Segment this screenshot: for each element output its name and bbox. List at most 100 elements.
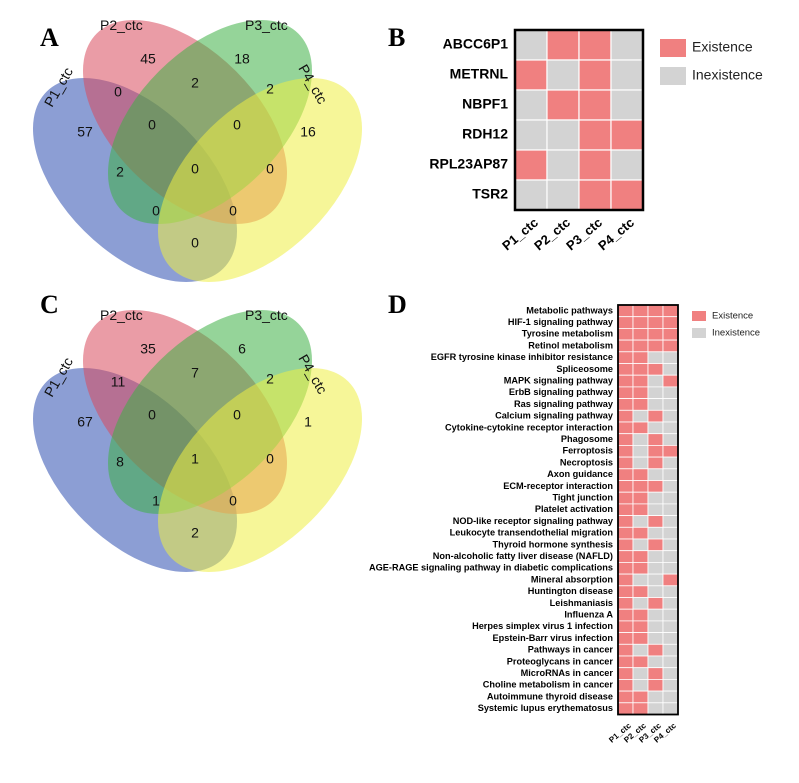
heatmap-b-cell [610, 29, 644, 61]
heatmap-b-cell [610, 59, 644, 91]
heatmap-d-cell [617, 421, 634, 435]
venn-c-count-p2-p3: 7 [191, 365, 199, 381]
heatmap-d-cell [662, 363, 679, 376]
heatmap-b-legend-swatch [660, 67, 686, 85]
heatmap-d-cell [617, 515, 634, 528]
heatmap-d-row-label: Huntington disease [528, 586, 613, 596]
heatmap-d-cell [617, 655, 634, 669]
venn-diagram-a: P1_ctc P2_ctc P3_ctc P4_ctc 57 45 18 16 … [32, 17, 363, 283]
heatmap-d-cell [662, 304, 679, 318]
heatmap-d-cell [632, 702, 649, 715]
heatmap-b: ABCC6P1 METRNL NBPF1 RDH12 RPL23AP87 TSR2 P1_c… [429, 28, 763, 253]
heatmap-d-cell [632, 608, 649, 622]
heatmap-b-cell [610, 149, 644, 181]
heatmap-d-cell [632, 585, 649, 598]
heatmap-d-row-label: Systemic lupus erythematosus [478, 703, 613, 713]
venn-c-ellipse-p3 [107, 309, 313, 515]
heatmap-d-cell [617, 468, 634, 481]
heatmap-d-cell [617, 620, 634, 634]
heatmap-b-row-label: RPL23AP87 [429, 156, 508, 172]
heatmap-d-cell [662, 491, 679, 505]
heatmap-d-cell [617, 643, 634, 657]
heatmap-d-cell [647, 421, 664, 435]
heatmap-d-cell [647, 690, 664, 704]
heatmap-b-legend-label: Inexistence [692, 67, 763, 83]
venn-c-ellipse-p4 [157, 367, 363, 573]
heatmap-d-cell [647, 702, 664, 715]
venn-c-count-p2-p4: 0 [266, 451, 274, 467]
heatmap-d-cell [647, 456, 664, 470]
heatmap-d-legend-swatch [692, 328, 706, 338]
heatmap-b-column-label: P3_ctc [563, 215, 605, 253]
heatmap-b-legend-label: Existence [692, 39, 753, 55]
venn-a-ellipse-p4 [157, 77, 363, 283]
venn-a-count-p1-p2-p4: 0 [229, 203, 237, 219]
heatmap-d-cell [617, 316, 634, 329]
heatmap-d-row-label: Tyrosine metabolism [522, 329, 613, 339]
heatmap-d-row-label: ErbB signaling pathway [509, 387, 614, 397]
heatmap-d-row-label: Necroptosis [560, 457, 613, 467]
heatmap-b-row-label: TSR2 [472, 186, 508, 202]
heatmap-d-cell [617, 632, 634, 645]
heatmap-b-cell [546, 179, 580, 211]
heatmap-d-cell [617, 526, 634, 540]
heatmap-d-cell [662, 550, 679, 563]
heatmap-d-row-label: Spliceosome [556, 364, 613, 374]
heatmap-d-cell [632, 409, 649, 423]
heatmap-d-row-label: Pathways in cancer [528, 645, 614, 655]
heatmap-b-cell [514, 89, 548, 121]
panel-label-c: C [40, 290, 59, 319]
heatmap-d-cell [632, 304, 649, 318]
heatmap-d-cell [632, 526, 649, 540]
heatmap-d-row-label: Thyroid hormone synthesis [493, 539, 613, 549]
panel-label-a: A [40, 23, 59, 52]
heatmap-d-cell [632, 433, 649, 446]
heatmap-d-cell [632, 374, 649, 388]
heatmap-d-row-label: MAPK signaling pathway [504, 375, 614, 385]
heatmap-b-cell [546, 59, 580, 91]
heatmap-d-cell [647, 608, 664, 622]
heatmap-b-cell [578, 119, 612, 151]
heatmap-b-cell [514, 119, 548, 151]
heatmap-d-row-label: Ferroptosis [562, 446, 613, 456]
heatmap-d-legend-label: Existence [712, 311, 753, 322]
heatmap-d-row-label: Metabolic pathways [526, 305, 613, 315]
heatmap-d-cell [632, 597, 649, 610]
heatmap-d-row-label: Leukocyte transendothelial migration [450, 528, 614, 538]
venn-c-count-p3-p4: 2 [266, 371, 274, 387]
heatmap-d-cell [662, 538, 679, 552]
heatmap-d-cell [632, 620, 649, 634]
heatmap-b-cell [514, 59, 548, 91]
heatmap-d-cell [617, 327, 634, 341]
heatmap-d-cell [617, 608, 634, 622]
heatmap-d-cell [662, 515, 679, 528]
heatmap-d-legend-label: Inexistence [712, 328, 760, 339]
heatmap-d-cell [647, 620, 664, 634]
heatmap-d-cell [617, 503, 634, 516]
heatmap-d-row-label: ECM-receptor interaction [503, 481, 613, 491]
venn-c-count-p2-p3-p4: 0 [233, 407, 241, 423]
heatmap-d-cell [632, 363, 649, 376]
venn-a-count-p2-p3-p4: 0 [233, 117, 241, 133]
heatmap-d-cell [662, 409, 679, 423]
heatmap-d-cell [617, 480, 634, 493]
heatmap-d-cell [632, 515, 649, 528]
heatmap-d-cell [662, 398, 679, 411]
heatmap-d-cell [662, 667, 679, 680]
heatmap-d-cell [632, 444, 649, 458]
venn-c-count-p1-p2-p3: 0 [148, 407, 156, 423]
heatmap-d-cell [617, 550, 634, 563]
venn-a-count-p2-p4: 0 [266, 161, 274, 177]
venn-a-count-all: 0 [191, 161, 199, 177]
heatmap-d-cell [647, 573, 664, 587]
heatmap-d-row-label: Phagosome [561, 434, 613, 444]
heatmap-b-cell [546, 29, 580, 61]
heatmap-b-cell [610, 179, 644, 211]
heatmap-b-column-label: P2_ctc [531, 215, 573, 253]
heatmap-d-cell [662, 468, 679, 481]
heatmap-d-cell [632, 503, 649, 516]
heatmap-d-cell [662, 351, 679, 364]
heatmap-d-cell [617, 585, 634, 598]
heatmap-d-cell [617, 339, 634, 353]
heatmap-d-cell [662, 339, 679, 353]
